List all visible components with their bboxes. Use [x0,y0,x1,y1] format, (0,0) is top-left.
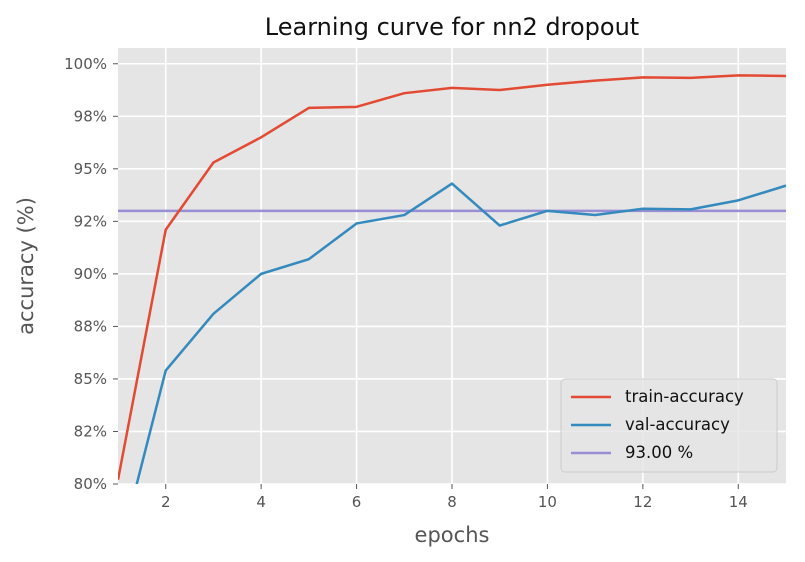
x-tick-label: 14 [729,493,748,511]
y-tick-label: 95% [74,160,107,178]
series-layer [118,74,786,484]
legend: train-accuracy val-accuracy 93.00 % [560,378,778,473]
legend-label-reference: 93.00 % [625,443,693,462]
x-axis-label: epochs [415,523,490,547]
y-tick-label: 100% [64,55,107,73]
x-tick-label: 4 [256,493,266,511]
chart-title: Learning curve for nn2 dropout [265,13,639,41]
legend-label-train: train-accuracy [625,387,744,406]
y-tick-label: 88% [74,317,107,335]
y-tick-label: 80% [74,475,107,493]
y-tick-label: 90% [74,265,107,283]
y-tick-label: 85% [74,370,107,388]
x-tick-label: 10 [538,493,557,511]
legend-box [560,378,778,473]
y-tick-label: 98% [74,107,107,125]
x-axis-ticks: 2 4 6 8 10 12 14 [161,484,748,511]
x-tick-label: 8 [447,493,457,511]
y-axis-ticks: 80% 82% 85% 88% 90% 92% 95% 98% 100% [64,55,118,493]
series-line-val-accuracy [135,182,786,484]
legend-label-val: val-accuracy [625,415,730,434]
y-tick-label: 92% [74,212,107,230]
x-tick-label: 2 [161,493,171,511]
y-axis-label: accuracy (%) [14,197,38,335]
series-line-train-accuracy [118,74,786,481]
x-tick-label: 12 [633,493,652,511]
x-tick-label: 6 [352,493,362,511]
y-tick-label: 82% [74,422,107,440]
